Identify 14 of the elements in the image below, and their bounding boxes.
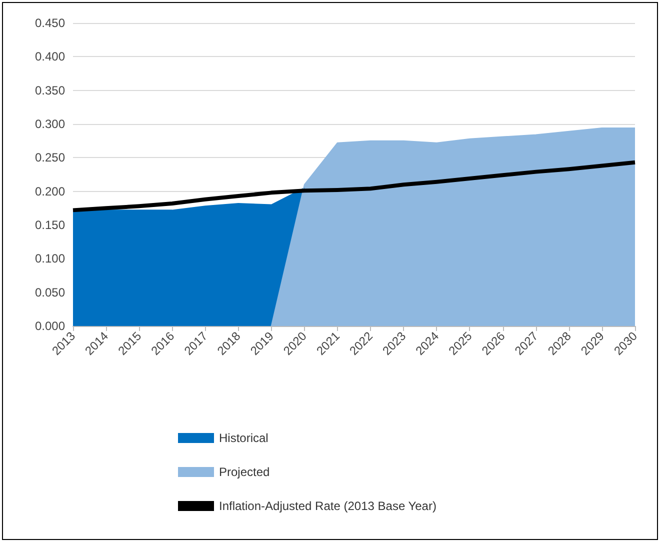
y-tick-label: 0.400	[34, 50, 66, 64]
y-tick-label: 0.250	[34, 150, 66, 165]
line-series	[71, 160, 637, 212]
y-tick-label: 0.100	[34, 252, 66, 266]
y-tick-label: 0.200	[34, 184, 66, 198]
legend-label: Projected	[219, 465, 270, 479]
y-tick-label: 0.000	[34, 319, 66, 333]
y-tick-label: 0.050	[34, 285, 66, 300]
legend-label: Inflation-Adjusted Rate (2013 Base Year)	[219, 499, 436, 513]
y-tick-label: 0.350	[34, 83, 66, 98]
y-tick-label: 0.300	[34, 117, 66, 131]
y-tick-label: 0.450	[34, 16, 66, 30]
legend-label: Historical	[219, 431, 268, 445]
y-tick-label: 0.150	[34, 218, 66, 232]
